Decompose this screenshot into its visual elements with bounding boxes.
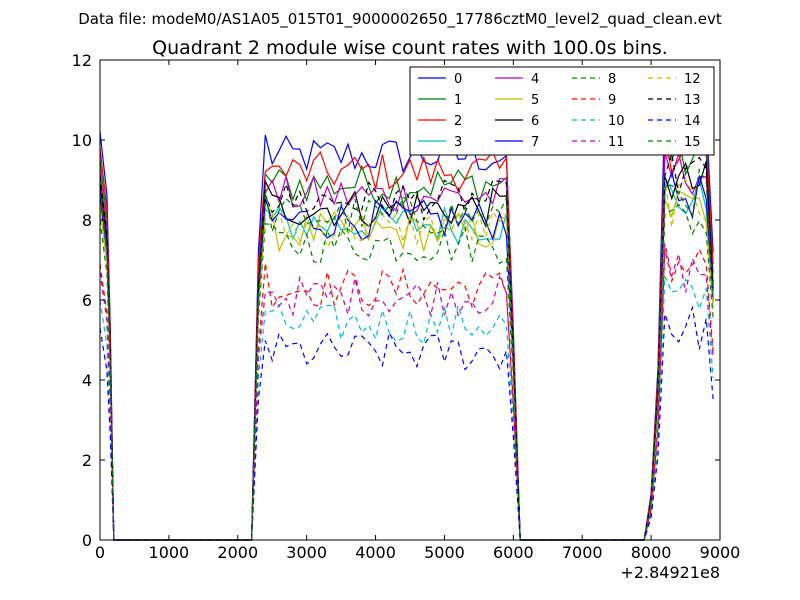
legend-label-11: 11	[608, 135, 625, 150]
y-tick-label: 8	[82, 211, 92, 230]
legend-label-1: 1	[454, 93, 462, 108]
legend-label-9: 9	[608, 93, 616, 108]
x-tick-label: 1000	[149, 543, 190, 562]
y-tick-label: 0	[82, 531, 92, 550]
series-line-10	[99, 276, 714, 541]
x-tick-label: 2000	[217, 543, 258, 562]
x-tick-label: 4000	[355, 543, 396, 562]
legend-label-10: 10	[608, 114, 625, 129]
legend-label-8: 8	[608, 72, 616, 87]
x-tick-label: 3000	[286, 543, 327, 562]
x-tick-label: 5000	[424, 543, 465, 562]
series-line-13	[99, 153, 714, 541]
legend-label-7: 7	[531, 135, 539, 150]
series-line-14	[99, 305, 714, 541]
series-line-4	[99, 151, 714, 541]
x-tick-label: 8000	[631, 543, 672, 562]
axes: 0 1000 2000 3000 4000 5000 6000 7000 8000 9000 0 2 4…	[72, 51, 741, 562]
y-tick-label: 6	[82, 291, 92, 310]
legend-label-6: 6	[531, 114, 539, 129]
x-offset-label: +2.84921e8	[620, 563, 720, 582]
legend-label-3: 3	[454, 135, 462, 150]
y-tick-label: 10	[72, 131, 92, 150]
legend-label-13: 13	[684, 93, 701, 108]
x-tick-label: 6000	[493, 543, 534, 562]
legend-label-2: 2	[454, 114, 462, 129]
chart-title: Quadrant 2 module wise count rates with …	[152, 37, 668, 59]
legend-label-14: 14	[684, 114, 701, 129]
series-line-5	[99, 189, 714, 541]
plot-lines	[99, 100, 714, 541]
series-line-15	[99, 167, 714, 541]
y-tick-label: 4	[82, 371, 92, 390]
legend-label-4: 4	[531, 72, 539, 87]
legend-label-12: 12	[684, 72, 701, 87]
legend-label-5: 5	[531, 93, 539, 108]
series-line-9	[99, 247, 714, 541]
series-line-8	[99, 203, 714, 541]
legend-label-0: 0	[454, 72, 462, 87]
legend-label-15: 15	[684, 135, 701, 150]
series-line-6	[99, 161, 714, 541]
legend-box	[409, 66, 715, 156]
x-tick-label: 9000	[700, 543, 741, 562]
y-tick-label: 2	[82, 451, 92, 470]
series-line-11	[99, 243, 714, 541]
x-tick-label: 7000	[562, 543, 603, 562]
chart-suptitle: Data file: modeM0/AS1A05_015T01_90000026…	[78, 10, 722, 29]
x-tick-label: 0	[95, 543, 105, 562]
y-tick-label: 12	[72, 51, 92, 70]
